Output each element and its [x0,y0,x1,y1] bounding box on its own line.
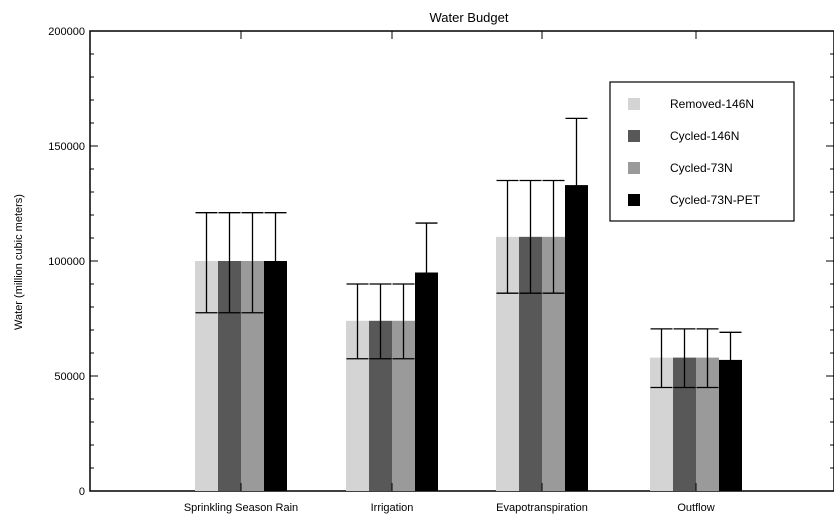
error-bar-0-1 [346,283,369,360]
y-tick-label-1: 50000 [54,371,85,383]
y-tick-label-0: 0 [79,486,85,498]
x-category-label-1: Irrigation [371,502,414,514]
legend: Removed-146N Cycled-146N Cycled-73N Cycled-… [609,81,795,222]
bar-1-3 [673,357,696,491]
bar-0-1 [346,320,369,491]
bar-2-1 [392,320,415,491]
error-bar-0-3 [650,328,673,389]
bar-2-2 [542,236,565,491]
error-bar-1-3 [673,328,696,389]
bar-2-3 [696,357,719,491]
x-category-label-0: Sprinkling Season Rain [184,502,298,514]
legend-label-2: Cycled-73N [670,161,733,175]
legend-swatch-3 [628,194,640,206]
error-bar-0-2 [496,179,519,294]
bar-0-3 [650,357,673,491]
error-bar-2-2 [542,179,565,294]
y-axis-label: Water (million cubic meters) [13,194,25,330]
legend-label-0: Removed-146N [670,97,754,111]
x-category-label-3: Outflow [677,502,714,514]
bar-0-0 [195,261,218,491]
bars-group [195,185,742,491]
error-bar-3-3 [719,331,742,389]
chart-title: Water Budget [429,10,508,25]
bar-1-2 [519,236,542,491]
error-bar-1-2 [519,179,542,294]
bar-3-1 [415,272,438,491]
y-tick-label-2: 100000 [48,256,85,268]
y-tick-label-3: 150000 [48,141,85,153]
error-bar-0-0 [195,212,218,314]
error-bar-3-1 [415,222,438,321]
error-bars-group [195,117,742,389]
legend-swatch-0 [628,98,640,110]
error-bar-2-1 [392,283,415,360]
error-bar-2-0 [241,212,264,314]
bar-3-0 [264,261,287,491]
x-category-label-2: Evapotranspiration [496,502,588,514]
legend-label-3: Cycled-73N-PET [670,193,761,207]
error-bar-2-3 [696,328,719,389]
bar-2-0 [241,261,264,491]
error-bar-3-0 [264,212,287,314]
y-tick-label-4: 200000 [48,26,85,38]
bar-3-2 [565,185,588,491]
error-bar-1-1 [369,283,392,360]
error-bar-1-0 [218,212,241,314]
error-bar-3-2 [565,117,588,251]
legend-swatch-1 [628,130,640,142]
legend-swatch-2 [628,162,640,174]
bar-1-0 [218,261,241,491]
legend-label-1: Cycled-146N [670,129,739,143]
bar-0-2 [496,236,519,491]
bar-1-1 [369,320,392,491]
bar-3-3 [719,359,742,491]
legend-box [609,81,795,222]
axes-group: 0 50000 100000 150000 200000 Sprinkling Seaso… [48,26,834,514]
